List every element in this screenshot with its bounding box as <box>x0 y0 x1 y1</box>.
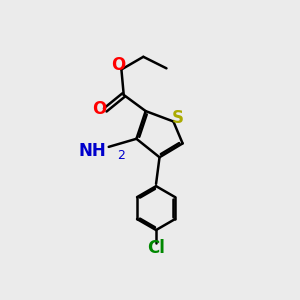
Text: O: O <box>111 56 125 74</box>
Text: 2: 2 <box>117 149 125 162</box>
Text: NH: NH <box>79 142 106 160</box>
Text: Cl: Cl <box>147 239 165 257</box>
Text: O: O <box>92 100 106 118</box>
Text: S: S <box>172 109 184 127</box>
